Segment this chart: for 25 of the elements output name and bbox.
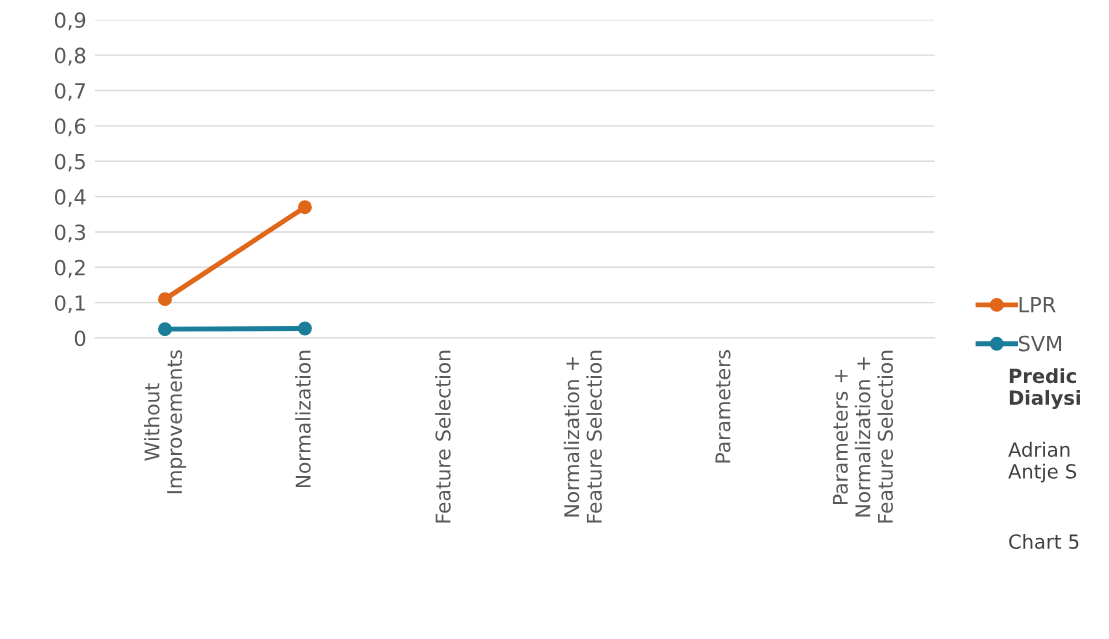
- x-tick-label: Feature Selection: [435, 350, 451, 523]
- y-tick-label: 0,3: [54, 224, 86, 243]
- point: [297, 321, 312, 336]
- x-tick-label: Without Improvements: [143, 350, 187, 494]
- text: Predic Dialysi: [1009, 368, 1080, 409]
- point: [158, 292, 172, 307]
- y-tick-label: 0,1: [54, 295, 85, 314]
- y-tick-label: 0,4: [54, 189, 86, 207]
- x-tick-label: Normalization: [295, 350, 311, 488]
- x-tick-label: Normalization + Feature Selection: [563, 350, 602, 523]
- x-tick-label: Parameters: [715, 350, 731, 463]
- point: [297, 200, 312, 215]
- x-tick-label: Parameters + Normalization + Feature Selection: [832, 350, 893, 523]
- y-tick-label: 0,7: [54, 82, 85, 101]
- point: [158, 322, 172, 337]
- y-tick-label: 0,5: [54, 153, 85, 172]
- legend-label: SVM: [1018, 335, 1062, 352]
- caption: Chart 5: [1009, 533, 1079, 549]
- text: Adrian Antje S: [1008, 441, 1077, 483]
- y-tick-label: 0,8: [54, 47, 86, 66]
- legend-label: LPR: [1019, 296, 1056, 313]
- y-tick-label: 0,6: [54, 118, 86, 137]
- y-tick-label: 0: [74, 330, 86, 347]
- y-tick-label: 0,9: [54, 12, 86, 31]
- y-tick-label: 0,2: [54, 259, 85, 278]
